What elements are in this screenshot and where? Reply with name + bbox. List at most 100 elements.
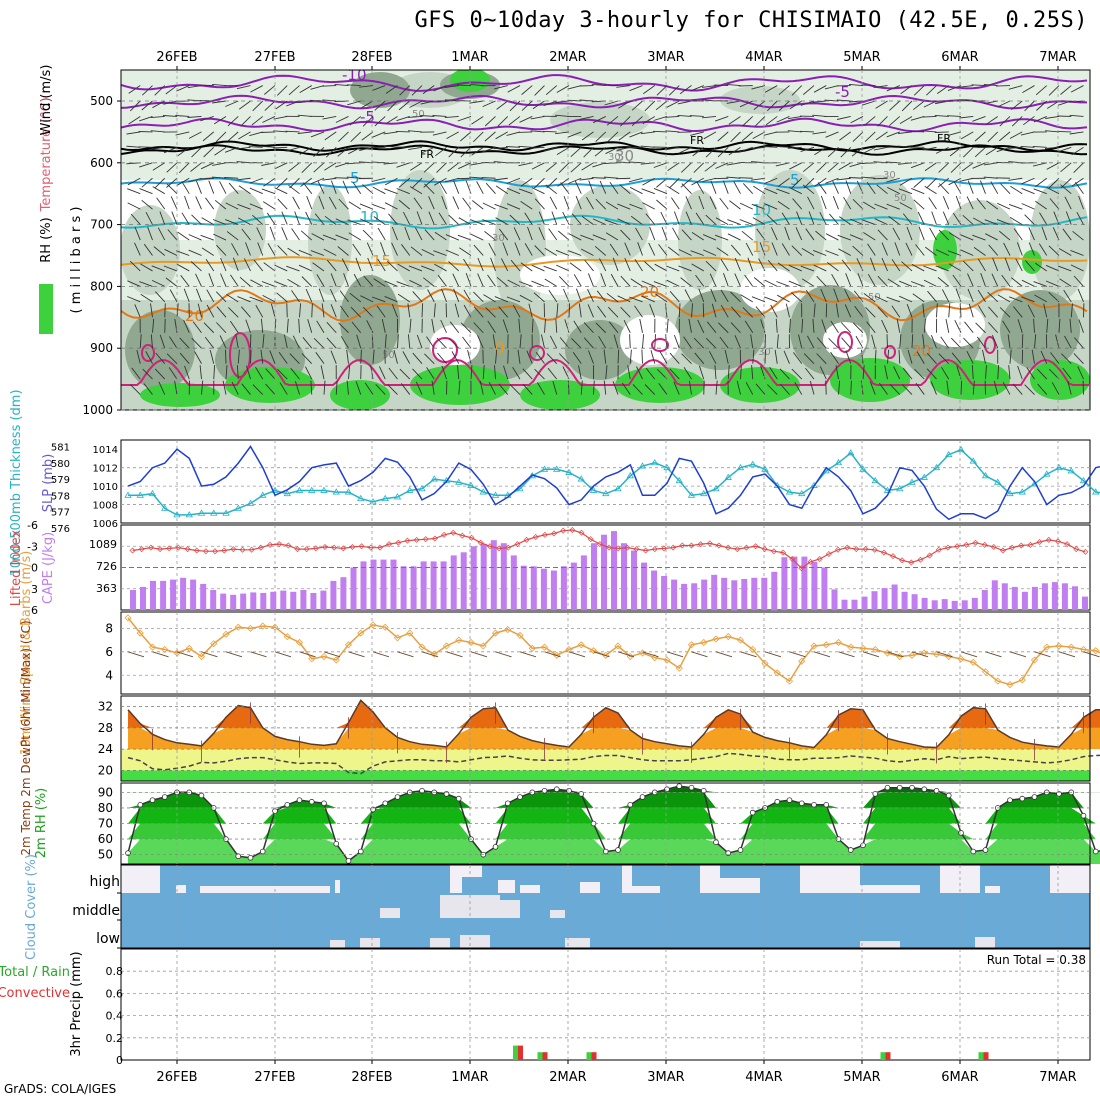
wind-barb <box>776 281 790 287</box>
wind-barb <box>764 187 778 195</box>
wind-barb <box>923 279 937 287</box>
wind-barb <box>800 146 815 153</box>
wind-barb <box>298 318 300 333</box>
wind-barb <box>305 211 313 225</box>
wind-barb <box>805 228 815 241</box>
contour-label: 20 <box>912 342 931 360</box>
wind-barb <box>337 246 349 256</box>
wind-barb <box>205 197 215 210</box>
wind-barb <box>889 384 901 395</box>
wind-barb <box>1048 245 1060 256</box>
rh2m-line-point <box>492 844 499 850</box>
wind-barb <box>841 337 852 349</box>
wind-barb <box>629 85 643 92</box>
wind-barb <box>947 131 962 137</box>
wind-barb <box>202 131 215 142</box>
wind-barb <box>348 365 351 380</box>
wind-barb <box>751 85 766 90</box>
wind-speed-line-point <box>822 641 830 649</box>
wind-barb <box>571 337 582 349</box>
wind-barb <box>877 116 888 127</box>
wind-barb <box>164 303 166 318</box>
wind-barb <box>372 186 386 195</box>
thickness-line-point <box>148 489 157 497</box>
wind-speed-line-point <box>136 629 144 637</box>
wind-barb <box>913 85 925 96</box>
rh2m-line-point <box>713 839 719 845</box>
wind-barb <box>898 188 913 195</box>
wind-barb <box>273 130 288 133</box>
cape-bar <box>821 567 828 610</box>
wind-barb <box>728 116 741 125</box>
wind-barb <box>570 147 582 158</box>
lifted-index-point <box>890 553 897 560</box>
temp-band-lt20 <box>121 770 1090 781</box>
wind-barb <box>1010 185 1023 195</box>
wind-barb <box>371 296 386 303</box>
wind-barb <box>930 335 937 349</box>
wind-barb <box>961 162 974 172</box>
wind-barb <box>971 365 974 380</box>
temperature-cell <box>651 338 669 352</box>
wind-barb <box>914 368 925 380</box>
wind-barb <box>399 368 411 380</box>
wind-barb <box>195 180 202 194</box>
cape-bar <box>971 597 978 610</box>
rh2m-line-point <box>198 792 205 799</box>
wind-barb <box>1048 291 1060 303</box>
wind-barb <box>454 303 460 318</box>
thickness-line-point <box>1043 470 1051 477</box>
wind-barb <box>977 289 986 303</box>
cape-bar <box>991 580 998 611</box>
wind-barb <box>850 380 852 395</box>
wind-barb <box>1064 335 1072 349</box>
wind-barb <box>302 182 313 194</box>
wind-barb <box>245 319 251 333</box>
wind-barb <box>802 162 815 173</box>
wind-barb <box>1069 131 1084 135</box>
rh2m-line-point <box>259 848 266 855</box>
wind-barb <box>513 227 521 241</box>
rh2m-fill <box>128 839 1100 864</box>
day-label-bottom: 1MAR <box>451 1070 488 1085</box>
thickness-line-point <box>173 511 181 518</box>
cloud-clear-high <box>622 865 632 893</box>
wind-barb <box>360 295 374 303</box>
lifted-index-point <box>257 544 264 551</box>
wind-speed-line-point <box>393 634 402 642</box>
wind-barb <box>225 365 228 380</box>
wind-barb <box>506 203 521 210</box>
wind-barb <box>195 196 202 210</box>
wind-barb <box>656 177 668 188</box>
wind-barb <box>402 211 411 225</box>
wind-barb <box>666 279 680 287</box>
wind-barb <box>508 116 521 126</box>
wind-barb <box>262 116 276 123</box>
wind-barb <box>669 368 680 380</box>
wind-barb <box>874 295 888 303</box>
day-label-top: 5MAR <box>843 50 880 65</box>
rh-shade <box>214 190 266 270</box>
wind-barb <box>845 180 852 194</box>
rh2m-line-point <box>517 794 523 800</box>
wind-barb <box>838 248 851 256</box>
wind-barb <box>391 226 398 241</box>
wind-barb <box>246 365 251 380</box>
wind-barb <box>200 234 214 241</box>
wind-barb <box>141 85 153 96</box>
wind-barb <box>991 335 999 349</box>
wind-barb <box>723 273 729 287</box>
wind-barb <box>937 177 950 188</box>
rh2m-line-point <box>737 847 744 853</box>
wind-barb <box>494 85 508 90</box>
wind-barb <box>227 131 239 142</box>
wind-barb <box>163 100 178 105</box>
lifted-index-point <box>267 541 274 548</box>
wind-barb-10m <box>470 651 488 658</box>
lifted-index-point <box>468 534 475 541</box>
wind-barb <box>243 258 251 272</box>
wind-barb <box>835 365 839 380</box>
wind-barb <box>690 250 704 256</box>
thickness-line-point <box>663 463 671 471</box>
wind-barb <box>874 218 888 226</box>
